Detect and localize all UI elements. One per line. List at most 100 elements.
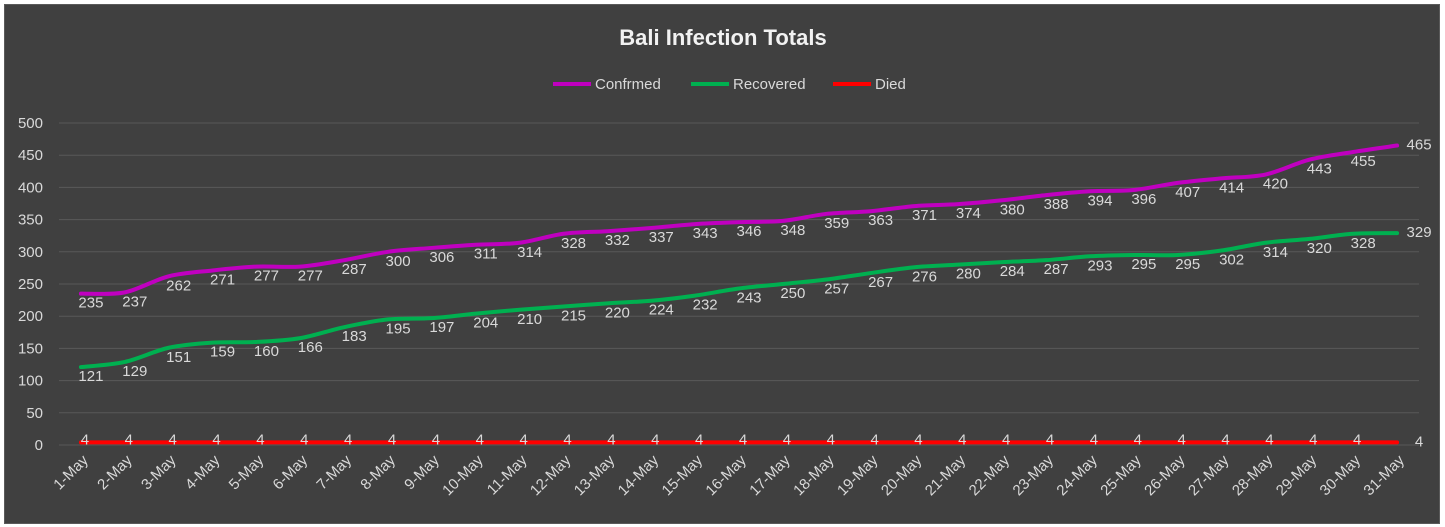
data-label: 4	[519, 431, 527, 448]
data-label: 183	[342, 328, 367, 345]
x-tick-label: 10-May	[439, 451, 487, 499]
data-label: 4	[827, 431, 835, 448]
data-label: 4	[1178, 431, 1186, 448]
legend-label-confrmed: Confrmed	[595, 76, 661, 93]
data-label: 271	[210, 271, 235, 288]
data-label: 346	[736, 223, 761, 240]
data-label: 4	[256, 431, 264, 448]
data-label: 328	[561, 235, 586, 252]
x-tick-label: 13-May	[571, 451, 619, 499]
data-label: 295	[1175, 256, 1200, 273]
data-label: 257	[824, 280, 849, 297]
data-label: 363	[868, 212, 893, 229]
x-tick-label: 25-May	[1097, 451, 1145, 499]
data-label: 287	[342, 261, 367, 278]
data-label: 276	[912, 268, 937, 285]
data-label: 262	[166, 277, 191, 294]
data-label: 121	[78, 368, 103, 385]
x-tick-label: 26-May	[1141, 451, 1189, 499]
data-label: 311	[474, 246, 498, 263]
data-label: 374	[956, 205, 981, 222]
y-tick-label: 50	[26, 405, 43, 422]
data-label: 306	[429, 249, 454, 266]
y-tick-label: 100	[18, 373, 43, 390]
data-label: 215	[561, 308, 586, 325]
data-label: 388	[1044, 196, 1069, 213]
data-label: 465	[1407, 137, 1432, 154]
data-label: 4	[651, 431, 659, 448]
legend-label-died: Died	[875, 76, 906, 93]
data-label: 4	[1415, 433, 1423, 450]
data-label: 195	[386, 320, 411, 337]
y-tick-label: 300	[18, 244, 43, 261]
data-label: 300	[386, 253, 411, 270]
series-lines	[78, 143, 1400, 445]
data-label: 235	[78, 295, 103, 312]
x-tick-label: 17-May	[746, 451, 794, 499]
data-label: 160	[254, 343, 279, 360]
data-label: 277	[298, 268, 323, 285]
data-label: 4	[1046, 431, 1054, 448]
data-label: 4	[476, 431, 484, 448]
data-label: 414	[1219, 179, 1244, 196]
series-line-confrmed	[78, 143, 1400, 296]
x-tick-label: 3-May	[138, 451, 180, 493]
x-tick-label: 5-May	[226, 451, 268, 493]
data-label: 4	[914, 431, 922, 448]
data-label: 4	[1221, 431, 1229, 448]
data-label: 4	[1090, 431, 1098, 448]
data-label: 4	[739, 431, 747, 448]
legend[interactable]: Confrmed Recovered Died	[553, 76, 906, 93]
data-label: 4	[1353, 431, 1361, 448]
data-label: 455	[1351, 153, 1376, 170]
y-axis: 0 50 100 150 200 250 300 350 400 450 500	[18, 115, 43, 454]
data-label: 4	[607, 431, 615, 448]
data-label: 314	[517, 244, 542, 261]
data-label: 314	[1263, 244, 1288, 261]
data-label: 284	[1000, 263, 1025, 280]
data-label: 4	[958, 431, 966, 448]
x-tick-label: 30-May	[1317, 451, 1365, 499]
x-tick-label: 4-May	[182, 451, 224, 493]
data-label: 380	[1000, 201, 1025, 218]
data-label: 348	[780, 222, 805, 239]
x-tick-label: 29-May	[1273, 451, 1321, 499]
data-label: 4	[1002, 431, 1010, 448]
data-label: 396	[1131, 191, 1156, 208]
x-axis: 1-May 2-May 3-May 4-May 5-May 6-May 7-May 8-May…	[50, 451, 1408, 499]
data-label: 295	[1131, 256, 1156, 273]
data-label: 243	[736, 290, 761, 307]
y-tick-label: 250	[18, 276, 43, 293]
data-label: 4	[300, 431, 308, 448]
data-label: 197	[429, 319, 454, 336]
x-tick-label: 2-May	[94, 451, 136, 493]
x-tick-label: 8-May	[357, 451, 399, 493]
data-label: 4	[81, 431, 89, 448]
data-label: 4	[870, 431, 878, 448]
data-label: 237	[122, 293, 147, 310]
data-label: 4	[169, 431, 177, 448]
data-label: 4	[212, 431, 220, 448]
y-tick-label: 150	[18, 340, 43, 357]
data-label: 407	[1175, 184, 1200, 201]
x-tick-label: 24-May	[1053, 451, 1101, 499]
data-label: 302	[1219, 252, 1244, 269]
data-label: 4	[388, 431, 396, 448]
chart-area[interactable]: 0 50 100 150 200 250 300 350 400 450 500 1-May 2-Ma…	[4, 4, 1440, 524]
x-tick-label: 22-May	[966, 451, 1014, 499]
chart-title: Bali Infection Totals	[619, 25, 826, 50]
data-label: 329	[1407, 224, 1432, 241]
x-tick-label: 11-May	[484, 451, 531, 498]
data-label: 129	[122, 363, 147, 380]
data-label: 359	[824, 215, 849, 232]
data-label: 232	[693, 297, 718, 314]
data-label: 337	[649, 229, 674, 246]
data-label: 293	[1087, 257, 1112, 274]
data-label: 332	[605, 232, 630, 249]
data-label: 4	[125, 431, 133, 448]
data-label: 220	[605, 304, 630, 321]
x-tick-label: 28-May	[1229, 451, 1277, 499]
x-tick-label: 1-May	[50, 451, 92, 493]
data-label: 4	[1134, 431, 1142, 448]
